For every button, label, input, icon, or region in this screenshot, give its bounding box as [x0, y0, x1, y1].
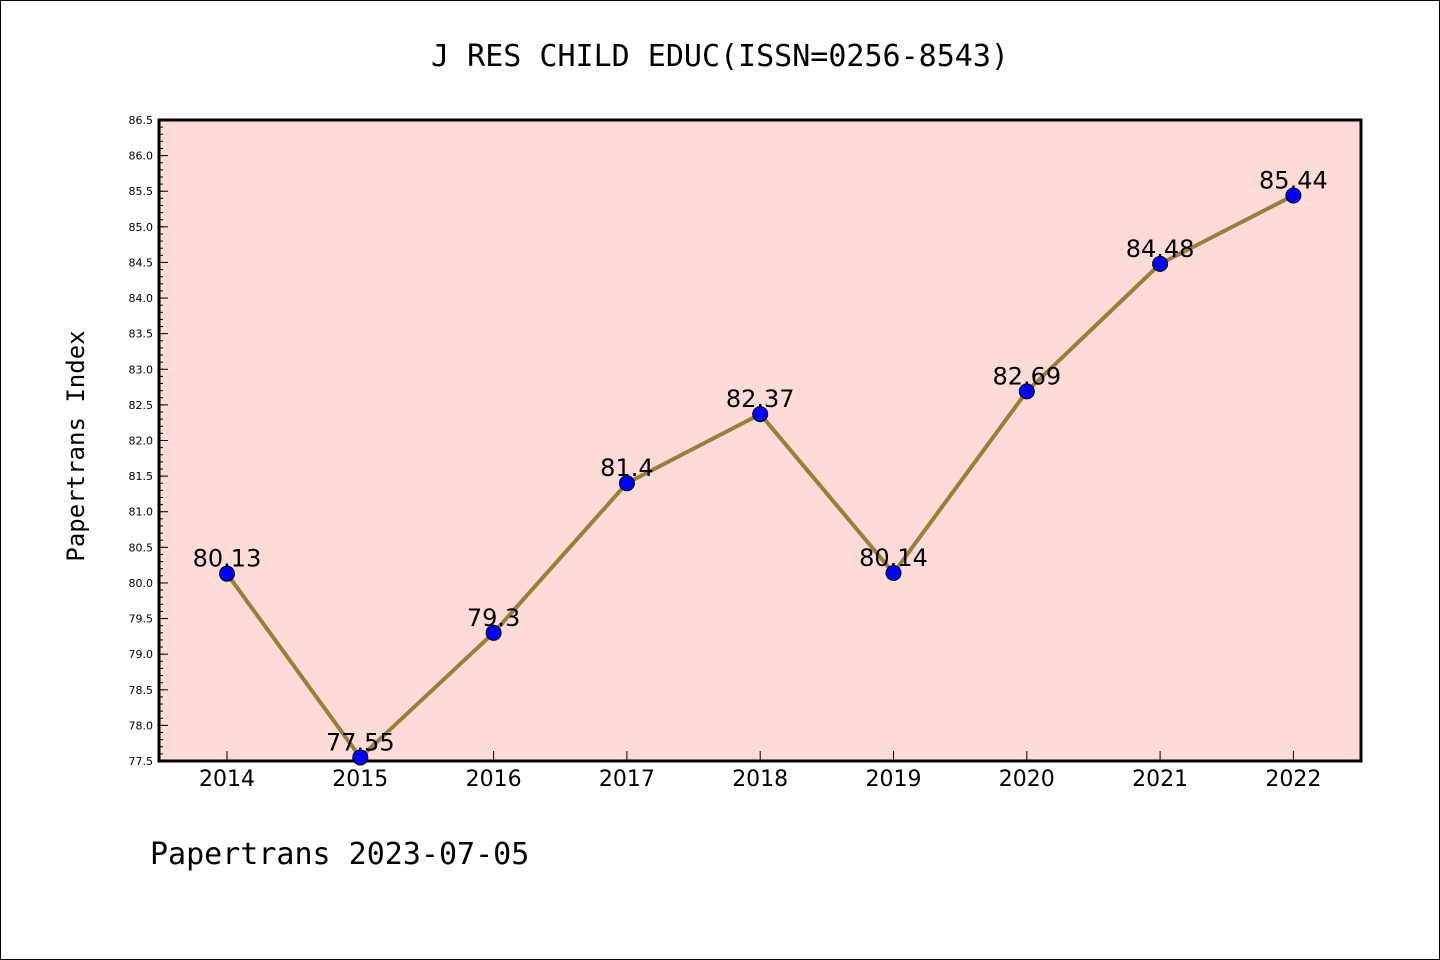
y-tick-label: 78.0: [129, 719, 154, 732]
x-tick-label: 2019: [866, 767, 922, 792]
y-tick-label: 86.5: [129, 114, 154, 127]
data-label: 81.4: [600, 454, 653, 482]
y-tick-label: 80.5: [129, 541, 154, 554]
y-tick-label: 79.5: [129, 613, 154, 626]
data-label: 85.44: [1259, 166, 1328, 194]
x-tick-label: 2016: [466, 767, 522, 792]
y-tick-label: 77.5: [129, 755, 154, 768]
y-tick-label: 85.0: [129, 221, 154, 234]
y-tick-label: 82.0: [129, 435, 154, 448]
y-tick-label: 81.0: [129, 506, 154, 519]
y-tick-label: 83.5: [129, 328, 154, 341]
y-tick-label: 81.5: [129, 470, 154, 483]
data-point-marker: [1152, 255, 1169, 272]
data-label-group: 80.13 77.55 79.3 81.4 82.37 80.14 82.69 84.48 85…: [193, 166, 1328, 756]
data-label: 80.14: [859, 544, 928, 572]
x-axis: 2014 2015 2016 2017 2018 2019 2020 2021 2022: [199, 751, 1321, 792]
data-point-marker: [352, 749, 369, 766]
y-axis-label: Papertrans Index: [62, 330, 90, 561]
x-tick-label: 2022: [1265, 767, 1321, 792]
y-axis: 77.5 78.0 78.5 79.0 79.5 80.0 80.5 81.0 81.5 82.0…: [129, 114, 168, 768]
data-label: 79.3: [467, 604, 520, 632]
chart-title: J RES CHILD EDUC(ISSN=0256-8543): [431, 39, 1009, 74]
x-tick-label: 2018: [732, 767, 788, 792]
data-point-marker: [219, 565, 235, 582]
data-point-marker: [752, 406, 769, 423]
data-point-marker: [1285, 187, 1302, 204]
y-tick-label: 83.0: [129, 363, 154, 376]
x-tick-label: 2021: [1132, 767, 1188, 792]
data-label: 80.13: [193, 545, 262, 573]
y-tick-label: 84.0: [129, 292, 154, 305]
marker-group: [219, 187, 1302, 766]
data-label: 84.48: [1126, 235, 1195, 263]
footer-credit: Papertrans 2023-07-05: [150, 837, 529, 872]
y-tick-label: 78.5: [129, 684, 154, 697]
data-label: 82.37: [726, 385, 795, 413]
y-tick-label: 85.5: [129, 185, 154, 198]
y-tick-label: 80.0: [129, 577, 154, 590]
y-tick-label: 82.5: [129, 399, 154, 412]
x-tick-label: 2015: [332, 767, 388, 792]
data-point-marker: [885, 564, 902, 581]
data-label: 82.69: [992, 362, 1061, 390]
data-point-marker: [1018, 383, 1035, 400]
x-tick-label: 2017: [599, 767, 655, 792]
y-tick-label: 86.0: [129, 150, 154, 163]
x-tick-label: 2020: [999, 767, 1055, 792]
plot-area: [157, 118, 1363, 763]
data-point-marker: [485, 624, 502, 641]
y-tick-label: 79.0: [129, 648, 154, 661]
data-label: 77.55: [326, 728, 395, 756]
data-point-marker: [618, 475, 635, 492]
x-tick-label: 2014: [199, 767, 255, 792]
y-tick-label: 84.5: [129, 256, 154, 269]
